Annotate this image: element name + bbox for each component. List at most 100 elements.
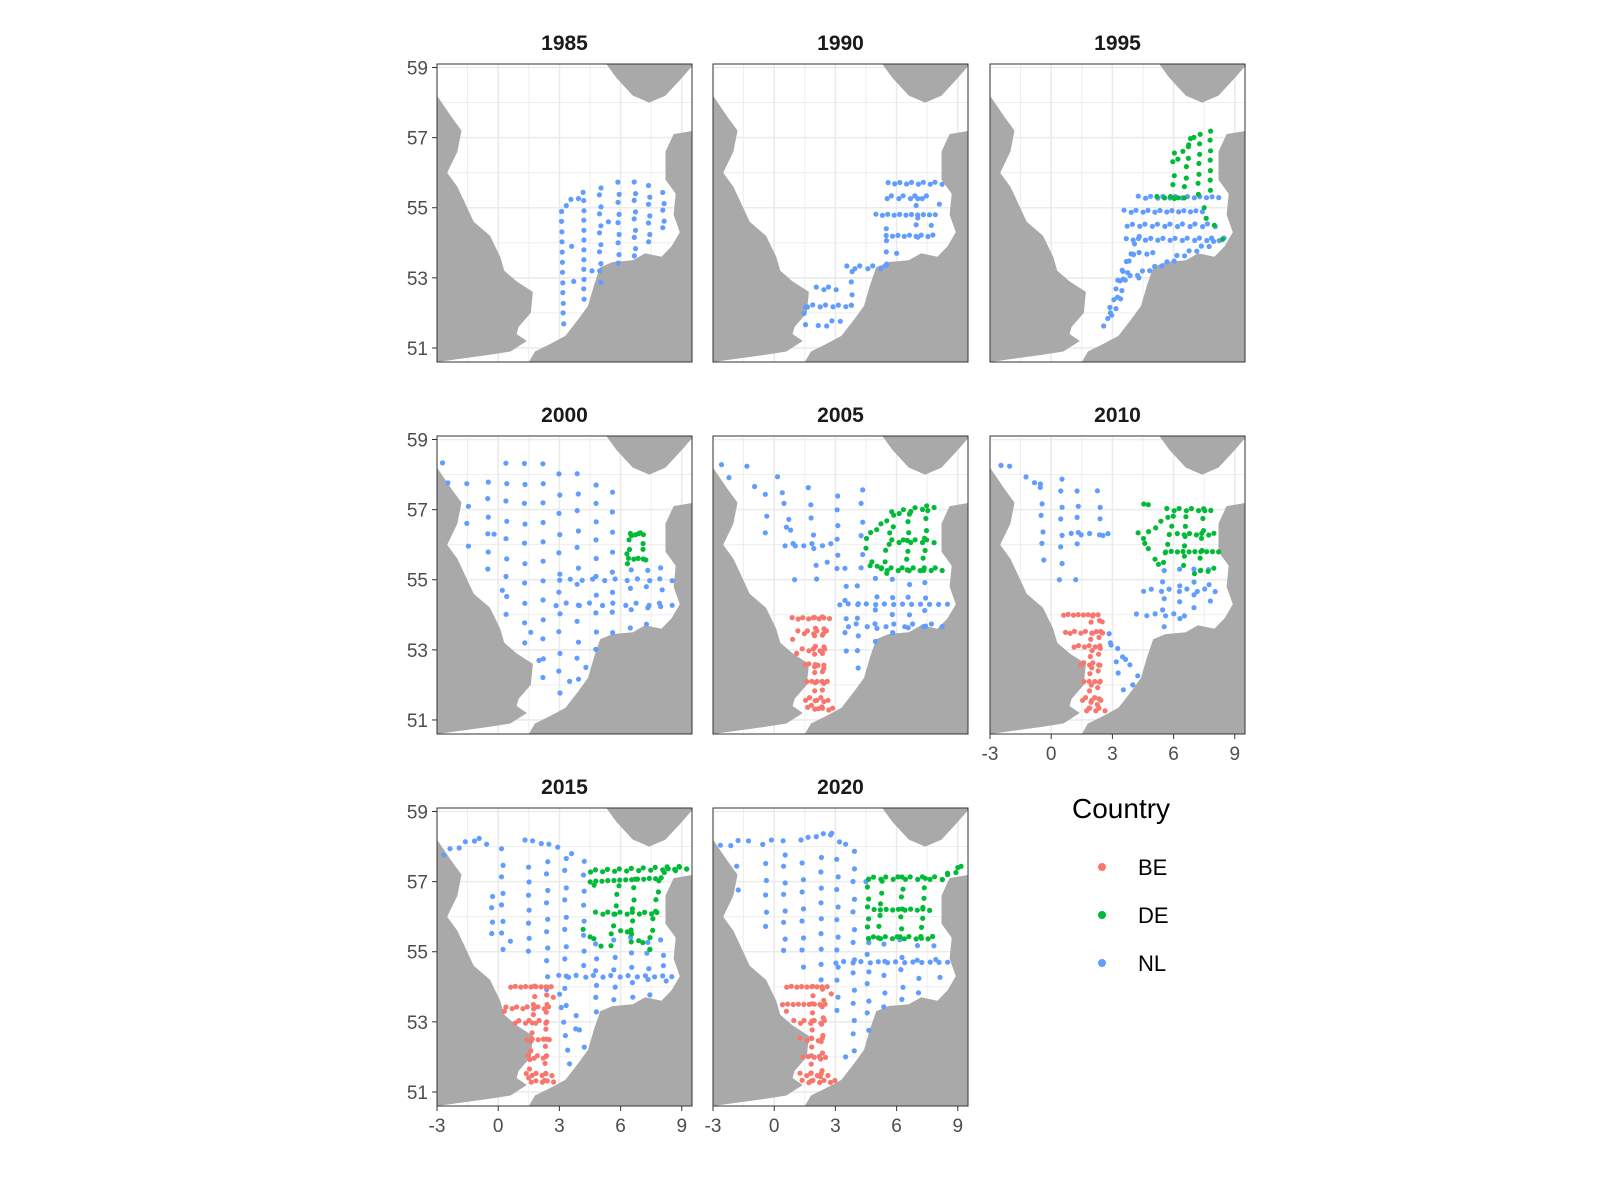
point-de — [864, 924, 871, 930]
point-de — [876, 923, 882, 929]
point-de — [600, 869, 606, 875]
point-be — [804, 628, 811, 634]
point-be — [1067, 630, 1073, 636]
point-nl — [581, 918, 587, 924]
point-nl — [557, 991, 563, 997]
point-nl — [805, 485, 811, 491]
y-tick-label: 53 — [407, 1013, 428, 1034]
point-nl — [893, 959, 899, 965]
point-nl — [545, 887, 551, 894]
point-nl — [559, 259, 566, 265]
point-nl — [573, 972, 579, 979]
point-nl — [834, 886, 840, 893]
point-be — [824, 984, 830, 990]
survey-points — [558, 179, 667, 327]
point-nl — [1171, 258, 1177, 264]
point-be — [789, 615, 795, 621]
point-de — [919, 506, 926, 513]
point-de — [665, 866, 671, 872]
survey-points — [998, 462, 1222, 714]
point-nl — [581, 217, 587, 223]
point-de — [870, 934, 877, 940]
point-be — [819, 650, 826, 657]
point-nl — [615, 240, 621, 246]
point-be — [527, 1056, 533, 1063]
point-nl — [858, 565, 864, 571]
point-nl — [813, 284, 819, 290]
x-tick-label: 3 — [830, 1116, 841, 1137]
point-nl — [843, 648, 849, 654]
point-nl — [1127, 662, 1133, 668]
point-nl — [927, 959, 933, 965]
point-nl — [851, 987, 858, 993]
point-de — [1209, 549, 1216, 555]
point-de — [1171, 508, 1177, 514]
point-nl — [598, 279, 604, 285]
point-nl — [581, 888, 587, 894]
point-be — [825, 697, 831, 703]
panel-title: 2015 — [541, 776, 588, 799]
point-nl — [888, 193, 895, 199]
point-nl — [1074, 514, 1080, 521]
legend-item-be: BE — [1098, 855, 1167, 880]
point-nl — [813, 562, 819, 568]
point-be — [791, 1017, 797, 1024]
point-nl — [1120, 687, 1126, 693]
point-nl — [760, 841, 766, 848]
point-de — [1160, 559, 1167, 566]
point-nl — [616, 231, 622, 238]
point-de — [1207, 177, 1213, 183]
legend: Country BE DE NL — [1072, 793, 1170, 976]
point-de — [640, 546, 646, 552]
point-nl — [917, 601, 924, 607]
point-nl — [1038, 512, 1044, 519]
point-nl — [1177, 583, 1183, 589]
point-nl — [544, 929, 550, 935]
point-de — [914, 907, 920, 913]
point-nl — [855, 602, 861, 608]
point-be — [543, 1009, 549, 1015]
point-nl — [631, 216, 637, 222]
point-nl — [1115, 645, 1121, 652]
point-nl — [891, 601, 897, 608]
point-nl — [646, 602, 652, 609]
point-de — [649, 911, 655, 917]
point-nl — [593, 941, 599, 947]
point-de — [1195, 180, 1201, 186]
point-de — [908, 906, 914, 912]
point-be — [801, 1017, 807, 1024]
point-de — [632, 876, 639, 882]
point-nl — [561, 321, 567, 327]
point-be — [1095, 685, 1101, 691]
point-be — [821, 699, 827, 705]
point-nl — [646, 239, 652, 245]
point-be — [1062, 629, 1069, 635]
point-nl — [581, 266, 587, 272]
point-de — [924, 537, 930, 543]
point-de — [930, 933, 936, 940]
point-nl — [850, 960, 856, 966]
point-nl — [567, 576, 573, 582]
point-nl — [1194, 588, 1200, 595]
point-nl — [575, 565, 582, 571]
point-be — [503, 1004, 509, 1010]
point-de — [1208, 507, 1214, 514]
point-nl — [560, 300, 566, 306]
point-nl — [645, 201, 652, 207]
point-be — [1102, 708, 1108, 714]
point-nl — [581, 902, 587, 908]
point-nl — [627, 585, 634, 592]
point-nl — [456, 845, 462, 851]
point-be — [543, 1053, 549, 1059]
point-nl — [669, 578, 675, 584]
point-nl — [615, 260, 621, 266]
x-tick-label: 0 — [769, 1116, 780, 1137]
land-norway — [606, 64, 692, 103]
point-nl — [661, 201, 667, 207]
map-panel-2015: 2015 51 53 55 57 59 -3 0 3 6 9 — [407, 776, 693, 1137]
point-nl — [521, 540, 528, 546]
point-nl — [843, 616, 849, 622]
point-nl — [593, 555, 599, 562]
point-nl — [593, 1009, 600, 1015]
point-be — [804, 1073, 810, 1079]
